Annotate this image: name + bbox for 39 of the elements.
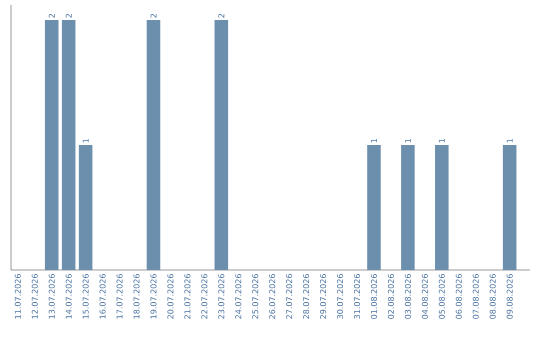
- x-tick-label: 25.07.2026: [252, 274, 258, 319]
- data-label: 1: [438, 138, 445, 142]
- x-tick-label: 16.07.2026: [100, 274, 106, 318]
- x-tick-label: 01.08.2026: [370, 274, 377, 319]
- data-label: 2: [218, 14, 224, 18]
- x-tick-label: 02.08.2026: [388, 274, 394, 319]
- x-tick-label: 11.07.2026: [14, 274, 21, 318]
- data-label: 2: [48, 14, 55, 18]
- x-tick-label: 20.07.2026: [167, 274, 174, 319]
- x-tick-label: 19.07.2026: [150, 274, 156, 318]
- data-label: 1: [506, 138, 513, 142]
- x-tick-label: 24.07.2026: [235, 274, 242, 319]
- x-tick-label: 07.08.2026: [472, 274, 479, 319]
- x-tick-label: 22.07.2026: [201, 274, 208, 319]
- x-tick-label: 27.07.2026: [286, 274, 292, 319]
- x-tick-label: 31.07.2026: [354, 274, 360, 319]
- x-tick-label: 13.07.2026: [48, 274, 55, 318]
- x-tick-label: 18.07.2026: [133, 274, 140, 318]
- x-tick-label: 15.07.2026: [82, 274, 89, 318]
- x-tick-label: 28.07.2026: [303, 274, 310, 319]
- x-tick-label: 29.07.2026: [320, 274, 326, 319]
- data-label: 1: [404, 138, 411, 142]
- x-tick-label: 09.08.2026: [506, 274, 513, 319]
- x-tick-label: 26.07.2026: [269, 274, 276, 319]
- x-tick-label: 14.07.2026: [66, 274, 72, 318]
- x-tick-label: 23.07.2026: [218, 274, 224, 319]
- x-tick-label: 12.07.2026: [32, 274, 38, 318]
- data-label: 2: [66, 14, 72, 18]
- x-tick-label: 04.08.2026: [422, 274, 428, 319]
- x-tick-label: 21.07.2026: [184, 274, 190, 319]
- x-tick-label: 17.07.2026: [116, 274, 123, 318]
- x-tick-label: 06.08.2026: [456, 274, 462, 319]
- x-tick-label: 05.08.2026: [438, 274, 445, 319]
- data-label: 1: [82, 138, 89, 142]
- x-tick-label: 03.08.2026: [404, 274, 411, 319]
- data-label: 2: [150, 14, 156, 18]
- x-tick-label: 30.07.2026: [337, 274, 344, 319]
- data-label: 1: [371, 138, 377, 142]
- x-tick-label: 08.08.2026: [490, 274, 496, 319]
